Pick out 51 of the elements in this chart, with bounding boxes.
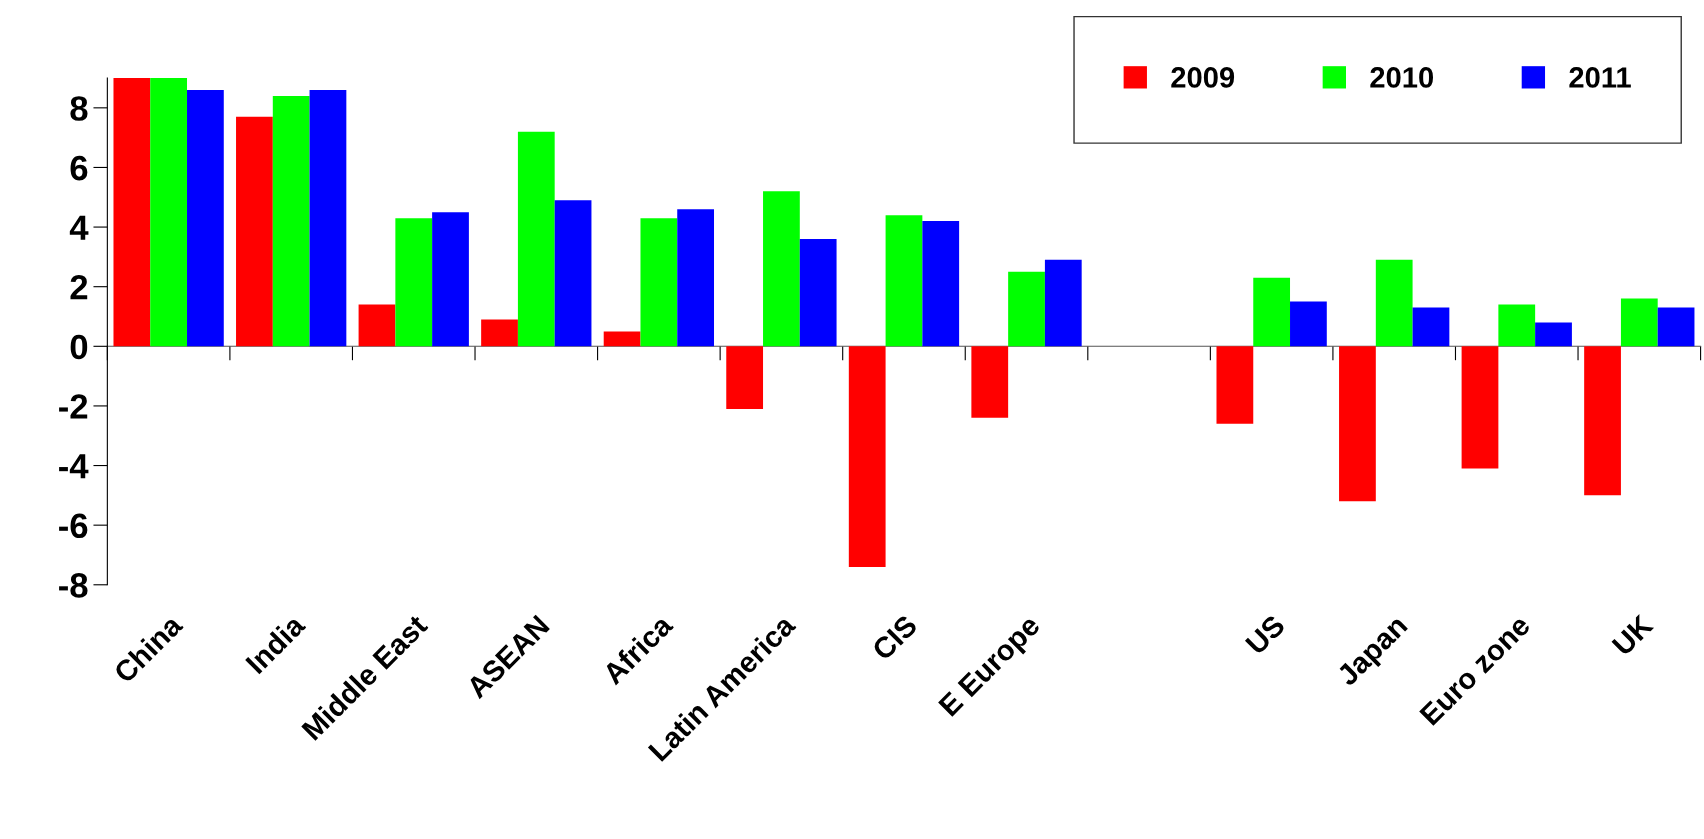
bar	[726, 346, 764, 409]
legend-label: 2009	[1171, 67, 1235, 88]
bar	[1620, 298, 1658, 347]
bar	[1412, 307, 1450, 347]
bar	[1584, 346, 1621, 496]
bar	[309, 89, 347, 347]
bar	[517, 131, 555, 347]
y-tick-label: 4	[69, 215, 89, 240]
bar	[481, 319, 518, 347]
bar	[187, 89, 224, 347]
bar	[971, 346, 1009, 418]
y-tick-label: -6	[59, 513, 88, 539]
x-tick-label: US	[1244, 613, 1286, 656]
bar	[885, 215, 923, 347]
y-tick-label: -8	[59, 573, 88, 598]
bar	[1657, 307, 1695, 347]
bar	[922, 221, 960, 347]
bar	[1290, 301, 1327, 347]
bar	[1044, 259, 1082, 347]
bar	[236, 116, 273, 347]
bar	[113, 78, 151, 347]
bar	[763, 191, 800, 347]
bar	[848, 346, 886, 567]
y-tick-label: 8	[70, 96, 88, 121]
bar	[150, 78, 188, 347]
x-tick-label: CIS	[870, 613, 919, 662]
y-tick-label: 2	[70, 275, 88, 300]
bar	[640, 218, 678, 347]
bar	[1339, 346, 1376, 502]
bar	[603, 331, 641, 347]
bar	[1216, 346, 1254, 424]
legend-label: 2010	[1370, 67, 1434, 88]
y-tick-label: -4	[59, 454, 89, 479]
y-tick-label: 6	[70, 155, 88, 181]
bar	[677, 209, 715, 347]
bar	[432, 212, 469, 347]
y-tick-label: -2	[59, 394, 88, 419]
bar	[1498, 304, 1536, 347]
bar	[554, 200, 592, 347]
legend-label: 2011	[1569, 67, 1631, 88]
bar	[1535, 322, 1572, 347]
bar	[358, 304, 396, 347]
bar	[1375, 259, 1413, 347]
bar	[1008, 271, 1045, 347]
x-tick-label: UK	[1611, 613, 1655, 657]
bar	[799, 239, 837, 347]
bar	[395, 218, 433, 347]
bar	[1253, 277, 1291, 347]
bar	[1461, 346, 1499, 469]
y-tick-label: 0	[70, 334, 88, 360]
bar	[272, 95, 310, 347]
